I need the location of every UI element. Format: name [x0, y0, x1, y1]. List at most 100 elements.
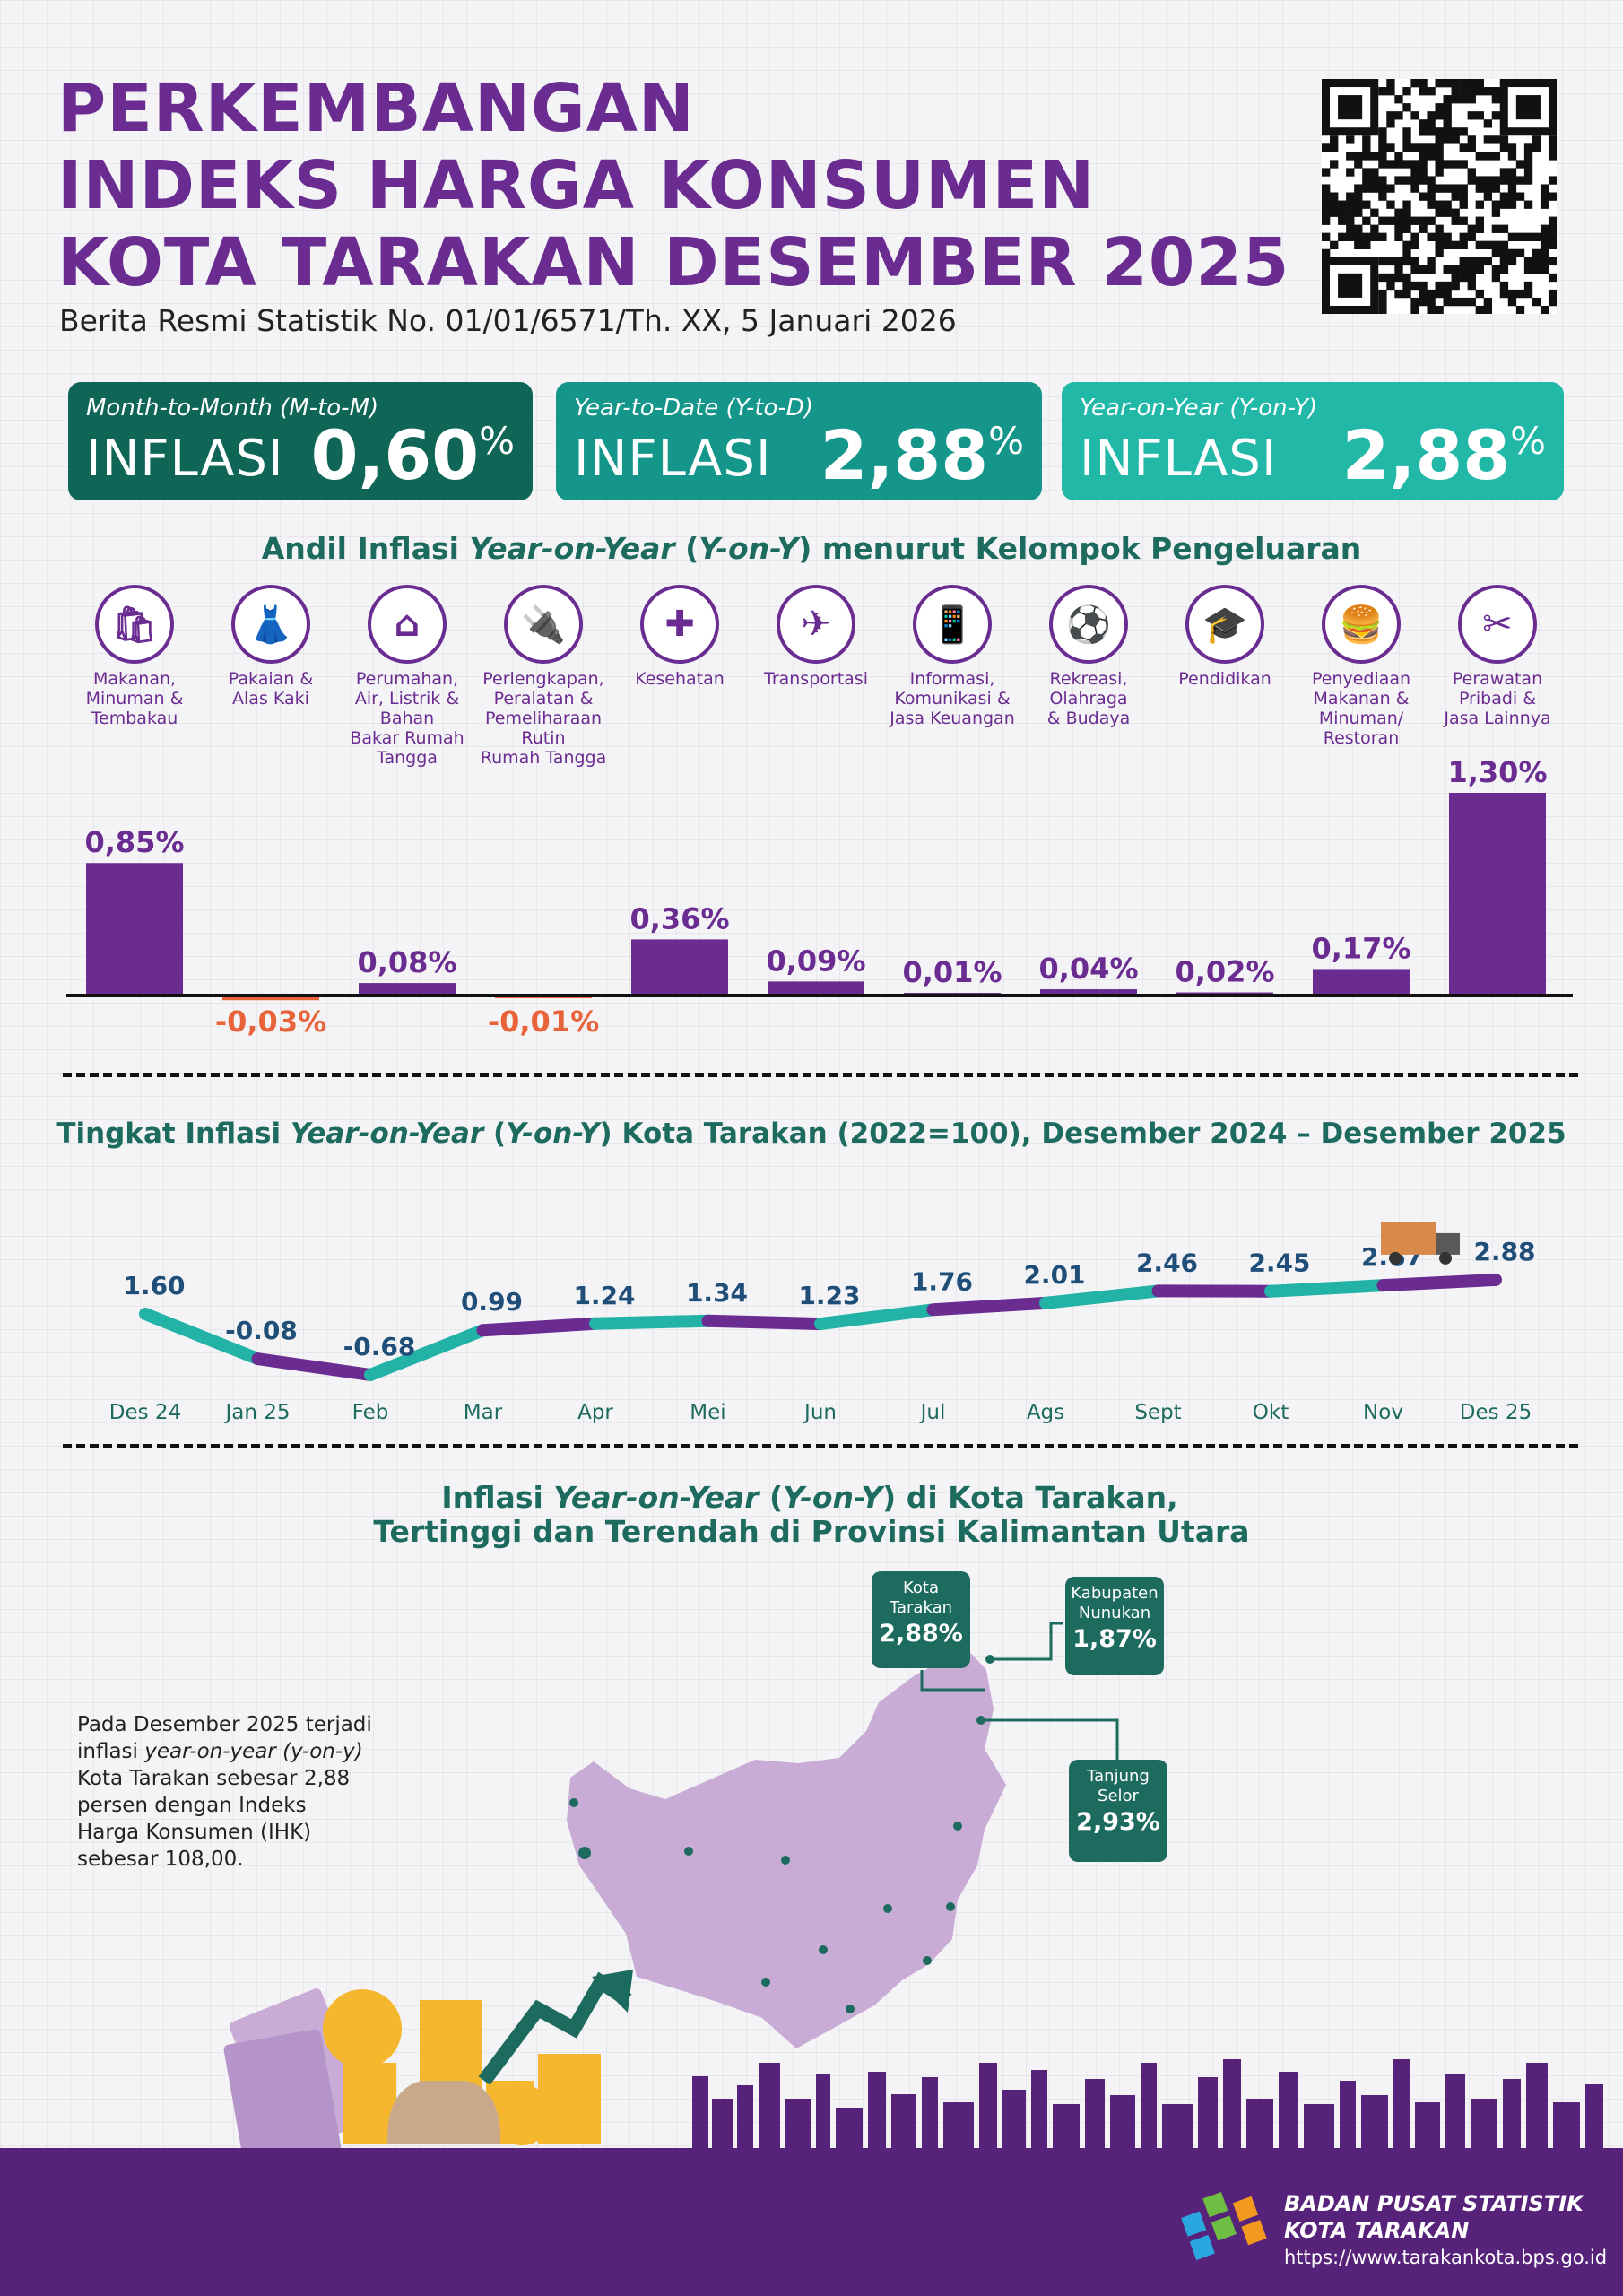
org-url[interactable]: https://www.tarakankota.bps.go.id [1284, 2247, 1608, 2268]
line-label-1: -0.08 [225, 1316, 298, 1345]
category-3: 🔌 Perlengkapan, Peralatan & Pemeliharaan … [476, 585, 611, 768]
category-0: 🛍 Makanan, Minuman & Tembakau [67, 585, 202, 728]
map-box-kabupaten-nunukan: Kabupaten Nunukan 1,87% [1065, 1577, 1164, 1675]
map-title-line-2: Tertinggi dan Terendah di Provinsi Kalim… [373, 1514, 1250, 1549]
category-name-6: Informasi, Komunikasi & Jasa Keuangan [890, 669, 1015, 728]
bar-label-9: 0,17% [1311, 931, 1410, 965]
bar-label-10: 1,30% [1447, 755, 1547, 789]
line-label-3: 0.99 [461, 1287, 523, 1317]
burger-drink-icon: 🍔 [1322, 585, 1401, 664]
graduation-cap-icon: 🎓 [1185, 585, 1264, 664]
line-label-2: -0.68 [343, 1332, 416, 1361]
card-yoy-label: Year-on-Year (Y-on-Y) [1080, 395, 1318, 422]
line-label-6: 1.23 [798, 1281, 860, 1310]
category-name-9: Penyediaan Makanan & Minuman/ Restoran [1311, 669, 1411, 748]
category-6: 📱 Informasi, Komunikasi & Jasa Keuangan [885, 585, 1020, 728]
title-line-1: PERKEMBANGAN [57, 70, 695, 147]
delivery-truck-icon [1381, 1222, 1460, 1265]
map-box-kota-tarakan: Kota Tarakan 2,88% [872, 1571, 970, 1668]
bar-label-0: 0,85% [84, 825, 184, 859]
line-segment-4 [589, 1314, 715, 1330]
line-segment-3 [476, 1317, 602, 1337]
category-name-2: Perumahan, Air, Listrik & Bahan Bakar Ru… [350, 669, 464, 768]
bar-5 [768, 981, 864, 996]
line-segment-11 [1376, 1273, 1502, 1292]
x-label-1: Jan 25 [223, 1401, 290, 1424]
soccer-player-icon: ⚽ [1049, 585, 1128, 664]
category-7: ⚽ Rekreasi, Olahraga & Budaya [1021, 585, 1156, 728]
bar-9 [1313, 969, 1410, 996]
category-10: ✂ Perawatan Pribadi & Jasa Lainnya [1430, 585, 1565, 728]
title-line-2: INDEKS HARGA KONSUMEN [57, 147, 1096, 224]
line-segment-6 [814, 1303, 940, 1331]
bar-label-3: -0,01% [488, 1004, 599, 1039]
card-ytd-value: 2,88% [820, 415, 1024, 495]
bar-1 [222, 996, 319, 1001]
house-icon: ⌂ [368, 585, 447, 664]
summary-paragraph: Pada Desember 2025 terjadi inflasi year-… [77, 1713, 372, 1871]
category-name-4: Kesehatan [635, 669, 725, 689]
category-5: ✈ Transportasi [749, 585, 883, 689]
divider-2 [63, 1444, 1578, 1448]
card-yoy-word: INFLASI [1080, 430, 1278, 488]
card-ytd: Year-to-Date (Y-to-D) INFLASI 2,88% [556, 382, 1042, 500]
line-segment-10 [1264, 1279, 1390, 1298]
line-label-7: 1.76 [911, 1266, 973, 1296]
bar-2 [359, 983, 456, 996]
footer [0, 2148, 1623, 2296]
x-label-3: Mar [464, 1401, 503, 1424]
line-label-4: 1.24 [573, 1281, 635, 1310]
card-yoy-value: 2,88% [1341, 415, 1546, 495]
line-label-9: 2.46 [1136, 1248, 1198, 1277]
x-label-5: Mei [690, 1401, 725, 1424]
x-label-11: Nov [1363, 1401, 1403, 1424]
x-label-10: Okt [1253, 1401, 1289, 1424]
bps-logo-icon [1181, 2192, 1267, 2261]
x-label-12: Des 25 [1460, 1401, 1532, 1424]
category-9: 🍔 Penyediaan Makanan & Minuman/ Restoran [1294, 585, 1428, 748]
divider-1 [63, 1073, 1578, 1077]
category-name-10: Perawatan Pribadi & Jasa Lainnya [1444, 669, 1551, 728]
bar-chart-title: Andil Inflasi Year-on-Year (Y-on-Y) menu… [261, 531, 1362, 566]
qr-code-icon[interactable] [1322, 79, 1558, 315]
bar-4 [631, 939, 728, 996]
card-ytd-label: Year-to-Date (Y-to-D) [574, 395, 813, 422]
card-mtm: Month-to-Month (M-to-M) INFLASI 0,60% [68, 382, 533, 500]
bar-label-7: 0,04% [1038, 952, 1138, 986]
line-chart: 1.60 Des 24 -0.08 Jan 25 -0.68 Feb 0.99 Mar 1.24… [109, 1222, 1536, 1424]
bar-7 [1040, 989, 1137, 996]
category-8: 🎓 Pendidikan [1158, 585, 1292, 689]
bar-label-5: 0,09% [766, 944, 865, 978]
line-label-12: 2.88 [1473, 1237, 1535, 1266]
x-label-7: Jul [919, 1401, 946, 1424]
line-segment-8 [1039, 1284, 1165, 1309]
line-label-8: 2.01 [1023, 1260, 1085, 1290]
line-segment-1 [251, 1352, 377, 1381]
bar-label-2: 0,08% [357, 945, 456, 979]
category-name-1: Pakaian & Alas Kaki [228, 669, 314, 709]
subtitle: Berita Resmi Statistik No. 01/01/6571/Th… [59, 303, 957, 338]
airplane-icon: ✈ [777, 585, 855, 664]
dress-icon: 👗 [231, 585, 310, 664]
bar-10 [1449, 793, 1546, 996]
line-segment-2 [364, 1324, 490, 1381]
line-label-5: 1.34 [686, 1278, 748, 1308]
map-title-line-1: Inflasi Year-on-Year (Y-on-Y) di Kota Ta… [441, 1480, 1178, 1515]
category-name-8: Pendidikan [1178, 669, 1271, 689]
line-label-10: 2.45 [1248, 1248, 1310, 1278]
org-name: BADAN PUSAT STATISTIK KOTA TARAKAN [1284, 2191, 1584, 2243]
kalimantan-utara-map [223, 1622, 1603, 2152]
bar-label-1: -0,03% [215, 1004, 326, 1039]
first-aid-icon: ✚ [640, 585, 719, 664]
bar-chart: 0,85% -0,03% 0,08% -0,01% 0,36% 0,09% 0,01% 0,0… [66, 755, 1573, 1039]
x-label-0: Des 24 [109, 1401, 181, 1424]
line-chart-title: Tingkat Inflasi Year-on-Year (Y-on-Y) Ko… [56, 1118, 1567, 1150]
line-segment-0 [139, 1308, 265, 1366]
category-name-0: Makanan, Minuman & Tembakau [85, 669, 184, 728]
category-1: 👗 Pakaian & Alas Kaki [204, 585, 338, 709]
category-name-3: Perlengkapan, Peralatan & Pemeliharaan R… [480, 669, 607, 768]
scissors-comb-icon: ✂ [1458, 585, 1537, 664]
x-label-4: Apr [577, 1401, 613, 1424]
bar-0 [86, 863, 183, 996]
grocery-bag-icon: 🛍 [95, 585, 174, 664]
